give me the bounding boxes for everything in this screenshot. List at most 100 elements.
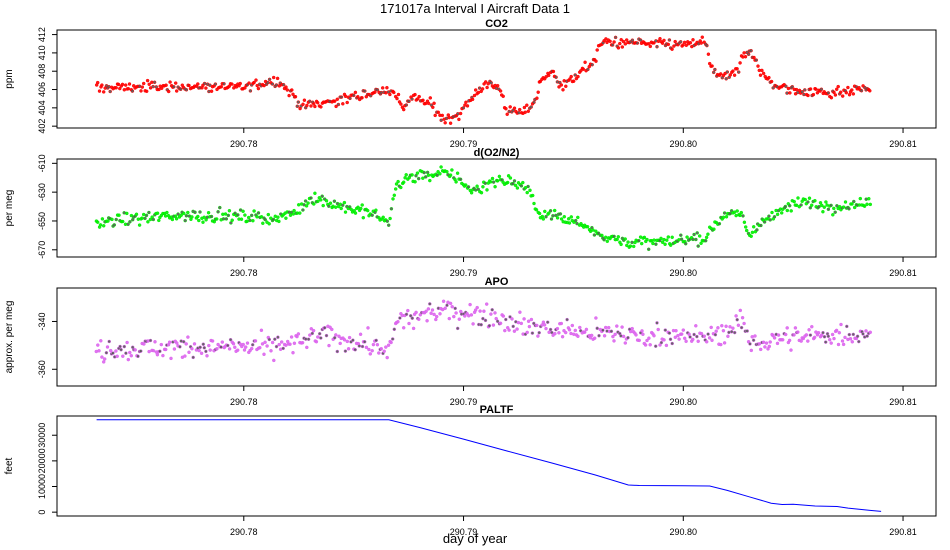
o2n2-data-point bbox=[548, 209, 553, 213]
co2-data-point bbox=[564, 84, 568, 89]
apo-data-point bbox=[351, 338, 355, 342]
o2n2-data-point bbox=[493, 184, 497, 189]
o2n2-data-point bbox=[112, 223, 117, 227]
apo-data-point bbox=[454, 311, 458, 315]
o2n2-data-point bbox=[694, 237, 698, 242]
o2n2-data-point bbox=[692, 232, 696, 237]
o2n2-data-point bbox=[817, 204, 821, 209]
apo-data-point bbox=[823, 340, 828, 344]
apo-data-point bbox=[450, 304, 454, 309]
apo-data-point bbox=[535, 323, 539, 328]
o2n2-data-point bbox=[230, 218, 234, 222]
co2-data-point bbox=[638, 38, 643, 42]
o2n2-data-point bbox=[435, 173, 439, 178]
apo-data-point bbox=[428, 302, 432, 306]
co2-data-point bbox=[576, 74, 580, 79]
o2n2-data-point bbox=[321, 203, 325, 208]
apo-data-point bbox=[259, 328, 264, 333]
co2-data-point bbox=[662, 38, 666, 43]
co2-data-point bbox=[157, 87, 161, 92]
co2-data-point bbox=[213, 82, 218, 86]
o2n2-data-point bbox=[439, 165, 443, 169]
apo-data-point bbox=[776, 333, 781, 337]
apo-data-point bbox=[360, 344, 365, 349]
o2n2-data-point bbox=[186, 210, 190, 215]
paltf-panel-title: PALTF bbox=[480, 404, 514, 416]
apo-data-point bbox=[364, 345, 369, 350]
co2-x-tick-label: 290.80 bbox=[670, 139, 698, 149]
apo-data-point bbox=[311, 328, 316, 333]
o2n2-data-point bbox=[163, 214, 168, 218]
co2-data-point bbox=[525, 103, 529, 107]
co2-data-point bbox=[725, 70, 730, 74]
co2-data-point bbox=[581, 67, 586, 71]
o2n2-data-point bbox=[98, 223, 103, 227]
apo-data-point bbox=[739, 325, 744, 330]
apo-data-point bbox=[735, 317, 739, 322]
apo-data-point bbox=[511, 324, 515, 329]
apo-data-point bbox=[836, 342, 841, 347]
o2n2-data-point bbox=[841, 205, 846, 209]
co2-data-point bbox=[738, 61, 742, 65]
o2n2-data-point bbox=[144, 213, 149, 218]
apo-plot-frame bbox=[56, 287, 937, 387]
o2n2-x-tick-label: 290.81 bbox=[889, 268, 917, 278]
apo-data-point bbox=[308, 333, 312, 337]
apo-data-point bbox=[655, 321, 659, 325]
apo-data-point bbox=[613, 332, 617, 337]
apo-data-point bbox=[483, 318, 488, 323]
co2-data-point bbox=[559, 83, 564, 87]
apo-data-point bbox=[702, 334, 707, 338]
apo-data-point bbox=[273, 337, 277, 341]
o2n2-data-point bbox=[252, 209, 256, 213]
co2-data-point bbox=[122, 88, 127, 92]
apo-data-point bbox=[204, 349, 208, 354]
apo-data-point bbox=[812, 335, 817, 340]
co2-data-point bbox=[373, 90, 377, 94]
apo-data-point bbox=[688, 335, 692, 339]
co2-data-point bbox=[477, 86, 482, 90]
paltf-panel: PALTF feet 290.78 290.79 290.80 290.81 0 1000… bbox=[4, 404, 937, 537]
apo-data-point bbox=[455, 326, 460, 331]
o2n2-data-point bbox=[143, 216, 147, 221]
co2-data-point bbox=[670, 47, 674, 51]
o2n2-data-point bbox=[792, 199, 796, 204]
apo-data-point bbox=[417, 317, 421, 322]
apo-data-point bbox=[226, 343, 230, 348]
apo-data-point bbox=[181, 339, 186, 344]
co2-data-point bbox=[254, 78, 258, 82]
apo-data-point bbox=[281, 346, 285, 351]
o2n2-data-point bbox=[721, 215, 726, 220]
apo-data-point bbox=[634, 333, 638, 337]
apo-data-point bbox=[821, 330, 825, 335]
o2n2-data-point bbox=[623, 237, 627, 241]
co2-data-point bbox=[353, 90, 358, 95]
apo-data-point bbox=[810, 324, 814, 329]
apo-data-point bbox=[516, 320, 521, 325]
o2n2-data-point bbox=[466, 185, 471, 189]
o2n2-data-point bbox=[809, 203, 814, 207]
co2-data-point bbox=[168, 80, 172, 84]
apo-data-point bbox=[601, 328, 605, 332]
co2-data-point bbox=[618, 41, 622, 46]
co2-data-point bbox=[536, 90, 540, 94]
co2-data-point bbox=[404, 103, 409, 107]
apo-data-point bbox=[621, 334, 626, 339]
apo-data-point bbox=[677, 337, 681, 341]
apo-data-point bbox=[626, 335, 630, 340]
o2n2-y-tick-label: -670 bbox=[37, 241, 47, 259]
apo-data-point bbox=[830, 332, 835, 337]
o2n2-data-point bbox=[304, 204, 309, 208]
apo-data-point bbox=[848, 337, 853, 341]
o2n2-data-point bbox=[128, 220, 132, 224]
co2-data-point bbox=[756, 64, 760, 68]
apo-data-point bbox=[868, 330, 873, 335]
co2-data-point bbox=[281, 82, 286, 87]
apo-data-point bbox=[424, 309, 428, 314]
apo-data-point bbox=[362, 340, 367, 344]
co2-data-point bbox=[339, 95, 344, 99]
co2-data-point bbox=[517, 110, 521, 115]
apo-data-point bbox=[519, 321, 524, 326]
apo-data-point bbox=[245, 341, 250, 345]
co2-data-point bbox=[209, 89, 214, 93]
